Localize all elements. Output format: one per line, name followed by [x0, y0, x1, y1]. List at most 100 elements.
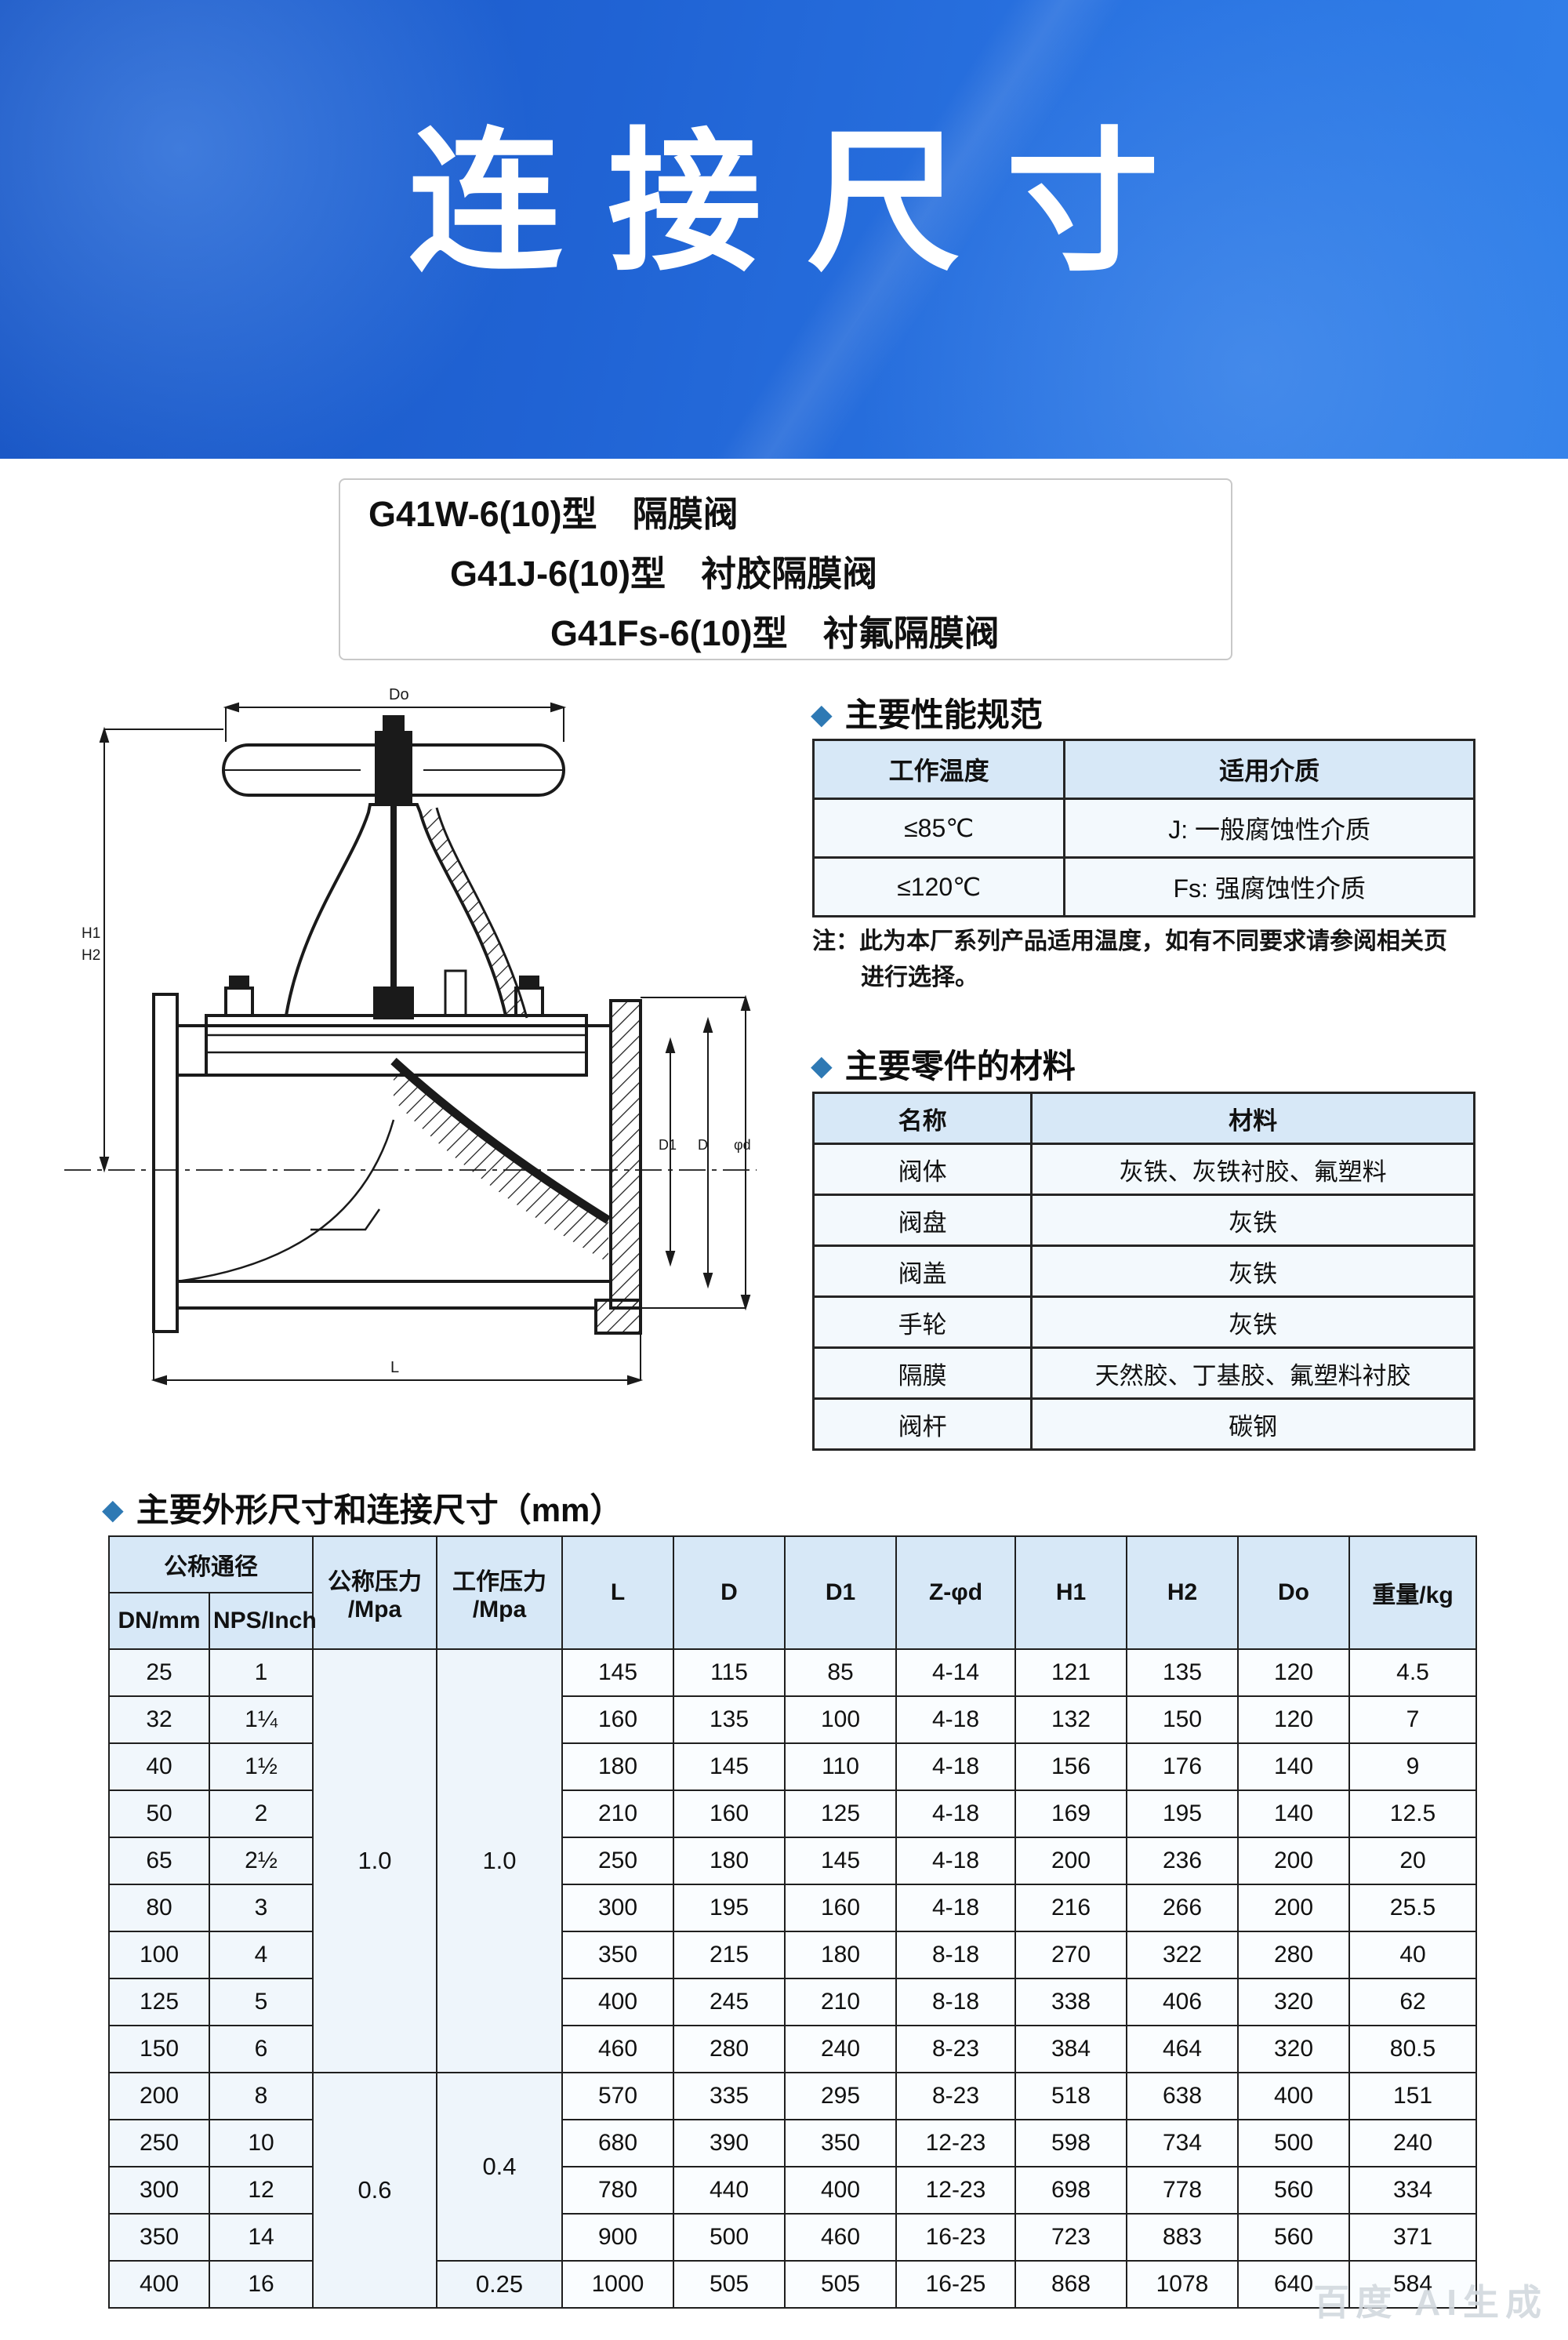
- part-material: 天然胶、丁基胶、氟塑料衬胶: [1030, 1346, 1475, 1400]
- table-cell: 4-18: [895, 1790, 1016, 1838]
- handwheel: [222, 715, 565, 806]
- part-name: 隔膜: [811, 1346, 1033, 1400]
- dimensions-table-head: 公称通径 公称压力 /Mpa 工作压力 /Mpa L D D1 Z-φd H1 H2 Do 重量/k…: [108, 1535, 1477, 1650]
- table-cell: 4-18: [895, 1742, 1016, 1791]
- diamond-bullet-icon: ◆: [811, 1049, 833, 1081]
- dimension-l: [151, 1332, 644, 1386]
- table-cell: 195: [673, 1884, 786, 1932]
- table-cell: 1078: [1126, 2260, 1239, 2309]
- cell-working-pressure: 0.4: [436, 2072, 563, 2262]
- table-cell: 390: [673, 2119, 786, 2167]
- banner-glow-decoration: [0, 0, 533, 459]
- column-header: 材料: [1030, 1092, 1475, 1145]
- cell-dn: 25: [108, 1648, 210, 1697]
- table-cell: 400: [784, 2166, 897, 2215]
- table-row: 50 2 210 160 125 4-18 169 195 140 12.5: [108, 1790, 1477, 1838]
- diamond-bullet-icon: ◆: [102, 1493, 124, 1525]
- table-cell: 200: [1014, 1837, 1127, 1885]
- table-cell: 320: [1237, 2025, 1350, 2073]
- table-cell: 280: [1237, 1931, 1350, 1979]
- table-cell: 384: [1014, 2025, 1127, 2073]
- table-row: 65 2½ 250 180 145 4-18 200 236 200 20: [108, 1837, 1477, 1885]
- section-heading-performance: ◆ 主要性能规范: [811, 689, 1043, 736]
- table-cell: 868: [1014, 2260, 1127, 2309]
- table-cell: 780: [561, 2166, 674, 2215]
- table-cell: 295: [784, 2072, 897, 2120]
- table-cell: 400: [561, 1978, 674, 2026]
- table-cell: 150: [1126, 1695, 1239, 1744]
- table-cell: 778: [1126, 2166, 1239, 2215]
- table-cell: 338: [1014, 1978, 1127, 2026]
- table-cell: 4-14: [895, 1648, 1016, 1697]
- column-header: 重量/kg: [1348, 1535, 1477, 1650]
- column-header: D1: [784, 1535, 897, 1650]
- valve-body: [176, 1024, 611, 1310]
- cell-nps: 10: [209, 2119, 314, 2167]
- cell-nominal-pressure: 1.0: [312, 1648, 437, 2073]
- dimensions-table-body: 25 1 1.0 1.0 145 115 85 4-14 121 135 120 4.5 32 1¼ 160…: [108, 1648, 1477, 2309]
- table-row: 100 4 350 215 180 8-18 270 322 280 40: [108, 1931, 1477, 1979]
- table-cell: 16-23: [895, 2213, 1016, 2262]
- table-cell: 1000: [561, 2260, 674, 2309]
- table-cell: 16-25: [895, 2260, 1016, 2309]
- dimension-h: [99, 726, 223, 1173]
- note-line: 注：此为本厂系列产品适用温度，如有不同要求请参阅相关页: [812, 928, 1447, 954]
- table-row: 25 1 1.0 1.0 145 115 85 4-14 121 135 120 4.5: [108, 1648, 1477, 2073]
- table-cell: 371: [1348, 2213, 1477, 2262]
- dim-label-d: D: [698, 1137, 708, 1153]
- table-cell: 40: [1348, 1931, 1477, 1979]
- table-cell: 7: [1348, 1695, 1477, 1744]
- performance-note: 注：此为本厂系列产品适用温度，如有不同要求请参阅相关页 进行选择。: [812, 924, 1502, 996]
- column-header: L: [561, 1535, 674, 1650]
- section-heading-materials: ◆ 主要零件的材料: [811, 1040, 1076, 1088]
- cell-dn: 350: [108, 2213, 210, 2262]
- table-cell: 698: [1014, 2166, 1127, 2215]
- cell-nps: 1½: [209, 1742, 314, 1791]
- table-cell: 140: [1237, 1742, 1350, 1791]
- table-cell: 135: [1126, 1648, 1239, 1697]
- part-material: 碳钢: [1030, 1397, 1475, 1451]
- table-cell: J: 一般腐蚀性介质: [1063, 798, 1475, 859]
- table-cell: 320: [1237, 1978, 1350, 2026]
- cell-nominal-pressure: 0.6: [312, 2072, 437, 2309]
- cell-nps: 8: [209, 2072, 314, 2120]
- table-cell: 125: [784, 1790, 897, 1838]
- table-cell: 734: [1126, 2119, 1239, 2167]
- dimensions-table: 公称通径 公称压力 /Mpa 工作压力 /Mpa L D D1 Z-φd H1 H2 Do 重量/k…: [108, 1535, 1477, 2309]
- pipe-flanges: [152, 993, 642, 1335]
- table-row: 200 8 0.6 0.4 570 335 295 8-23 518 638 400 151: [108, 2072, 1477, 2309]
- table-row: 250 10 680 390 350 12-23 598 734 500 240: [108, 2119, 1477, 2167]
- cell-working-pressure: 1.0: [436, 1648, 563, 2073]
- table-cell: 4-18: [895, 1884, 1016, 1932]
- section-heading-dimensions: ◆ 主要外形尺寸和连接尺寸（mm）: [102, 1484, 622, 1532]
- part-name: 阀体: [811, 1143, 1033, 1196]
- table-cell: 4-18: [895, 1837, 1016, 1885]
- cell-dn: 150: [108, 2025, 210, 2073]
- dimension-d: [702, 1016, 713, 1289]
- table-cell: 169: [1014, 1790, 1127, 1838]
- dimension-do: [223, 702, 567, 742]
- column-header: 名称: [811, 1092, 1033, 1145]
- dimension-d1: [665, 1037, 676, 1267]
- table-cell: 121: [1014, 1648, 1127, 1697]
- part-material: 灰铁: [1030, 1295, 1475, 1349]
- table-cell: 145: [561, 1648, 674, 1697]
- table-row: 150 6 460 280 240 8-23 384 464 320 80.5: [108, 2025, 1477, 2073]
- table-cell: 4.5: [1348, 1648, 1477, 1697]
- table-cell: 145: [673, 1742, 786, 1791]
- table-cell: 640: [1237, 2260, 1350, 2309]
- table-cell: 460: [784, 2213, 897, 2262]
- section-title: 主要零件的材料: [844, 1048, 1076, 1085]
- table-cell: 132: [1014, 1695, 1127, 1744]
- column-header: 适用介质: [1063, 739, 1475, 800]
- cell-nps: 5: [209, 1978, 314, 2026]
- bonnet: [285, 803, 528, 1019]
- cell-nps: 6: [209, 2025, 314, 2073]
- table-cell: 560: [1237, 2213, 1350, 2262]
- cell-nps: 1: [209, 1648, 314, 1697]
- column-header: 公称压力 /Mpa: [312, 1535, 437, 1650]
- table-cell: 250: [561, 1837, 674, 1885]
- section-title: 主要性能规范: [844, 696, 1043, 733]
- column-header: D: [673, 1535, 786, 1650]
- table-cell: 440: [673, 2166, 786, 2215]
